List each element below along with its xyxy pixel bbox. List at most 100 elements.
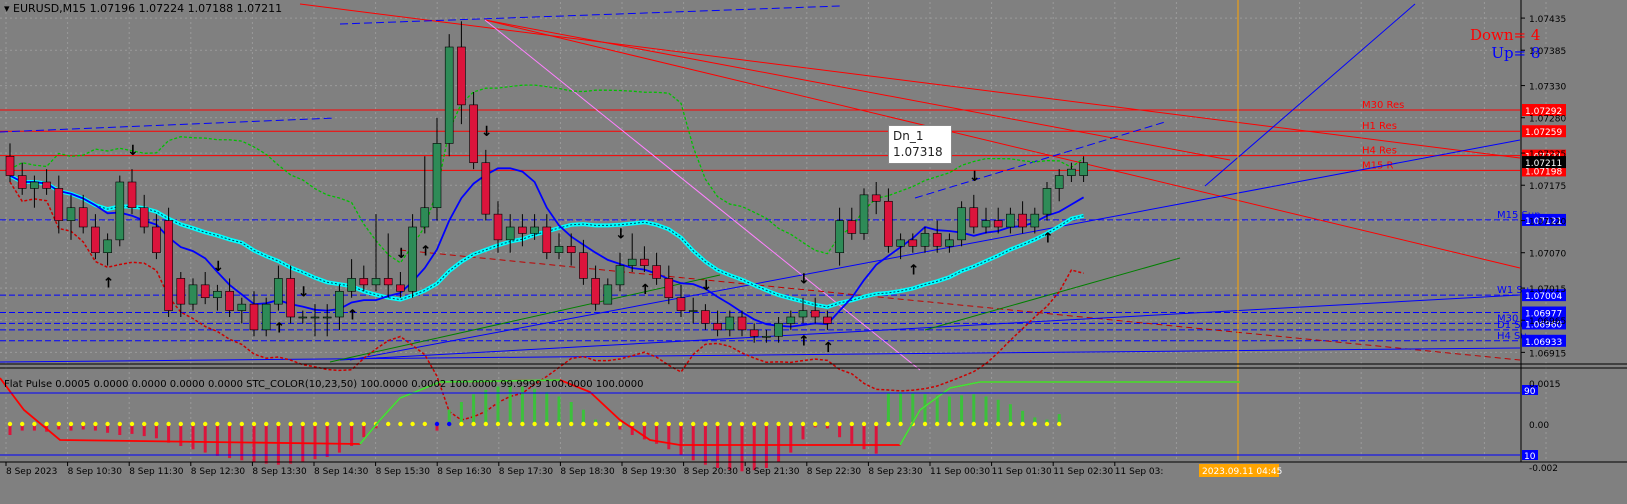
object-tooltip: Dn_1 1.07318 xyxy=(888,125,952,164)
signal-dot xyxy=(227,421,232,427)
histogram-bar xyxy=(179,424,183,446)
histogram-bar xyxy=(838,424,842,438)
candle-body xyxy=(139,207,149,228)
level-price-tag xyxy=(1522,104,1566,116)
signal-dot xyxy=(874,421,879,427)
signal-dot xyxy=(300,421,305,427)
candle-body xyxy=(713,323,722,331)
histogram-bar xyxy=(362,424,366,438)
signal-dot xyxy=(166,421,171,427)
time-tick-label: 8 Sep 16:30 xyxy=(437,467,492,477)
level-price-tag xyxy=(1522,125,1566,138)
candle-body xyxy=(457,46,466,106)
candle-body xyxy=(30,181,39,189)
histogram-bar xyxy=(581,409,585,424)
time-tick-label: 8 Sep 11:30 xyxy=(129,467,184,477)
trend-line-red xyxy=(484,19,1521,269)
price-tick-label: 1.07225 xyxy=(1529,150,1566,160)
histogram-bar xyxy=(886,393,890,424)
signal-dot xyxy=(739,421,745,427)
price-tick-label: 1.07120 xyxy=(1529,218,1566,228)
candle-body xyxy=(286,278,295,318)
histogram-bar xyxy=(8,424,12,435)
histogram-bar xyxy=(947,396,951,424)
stc-level-tag xyxy=(1522,385,1538,395)
histogram-bar xyxy=(32,424,36,431)
histogram-bar xyxy=(313,424,317,460)
histogram-bar xyxy=(57,424,61,430)
candle-body xyxy=(1079,162,1088,176)
histogram-bar xyxy=(1045,419,1049,424)
signal-dot xyxy=(1057,421,1062,427)
time-tick-label: 8 Sep 13:30 xyxy=(252,467,307,477)
trend-line-pink xyxy=(484,19,921,371)
signal-dot xyxy=(264,421,269,427)
signal-dot xyxy=(190,421,196,427)
signal-dot xyxy=(251,421,257,427)
histogram-bar xyxy=(899,392,903,424)
time-tick-label: 8 Sep 21:30 xyxy=(745,467,800,477)
histogram-bar xyxy=(960,395,964,424)
time-tick-label: 8 Sep 17:30 xyxy=(499,467,554,477)
candle-body xyxy=(5,155,15,176)
trend-line-blue xyxy=(0,347,1521,363)
histogram-bar xyxy=(923,394,927,424)
signal-dot xyxy=(483,421,488,427)
candle-body xyxy=(908,239,918,247)
signal-dot xyxy=(849,421,854,427)
time-tick-label: 11 Sep 01:30 xyxy=(992,467,1052,477)
price-tick-label: 1.07015 xyxy=(1529,285,1566,295)
signal-dot xyxy=(898,421,903,427)
candle-body xyxy=(969,207,979,228)
signal-dot xyxy=(337,421,342,427)
signal-dot xyxy=(959,421,964,427)
candle-body xyxy=(1030,213,1040,228)
signal-dot xyxy=(752,421,757,427)
signal-dot xyxy=(935,421,940,427)
histogram-bar xyxy=(996,399,1000,424)
signal-dot xyxy=(837,421,842,427)
up-arrow-icon: ↑ xyxy=(908,263,920,279)
price-tick-label: 1.06965 xyxy=(1529,317,1566,327)
histogram-bar xyxy=(520,386,524,424)
candle-body xyxy=(335,290,344,318)
histogram-bar xyxy=(533,388,537,424)
symbol-label: EURUSD,M15 xyxy=(13,2,87,15)
signal-dot xyxy=(325,421,330,427)
signal-dot xyxy=(386,421,391,427)
candle-body xyxy=(652,265,661,279)
signal-dot xyxy=(678,421,684,427)
indicator-header: Flat Pulse 0.0005 0.0000 0.0000 0.0000 0… xyxy=(4,379,644,390)
indicator-tick-label: 0.0015 xyxy=(1529,380,1561,390)
histogram-bar xyxy=(276,424,280,465)
histogram-bar xyxy=(1008,404,1012,424)
histogram-bar xyxy=(655,424,659,444)
histogram-bar xyxy=(350,424,354,446)
histogram-bar xyxy=(642,424,646,440)
histogram-bar xyxy=(337,424,341,453)
signal-dot xyxy=(691,421,696,427)
level-label: H4 Res xyxy=(1362,146,1397,157)
signal-dot xyxy=(349,421,354,427)
histogram-bar xyxy=(264,424,268,464)
candle-body xyxy=(383,278,393,286)
candle-body xyxy=(725,316,735,331)
level-price-tag-text: 1.07004 xyxy=(1525,292,1562,302)
candle-body xyxy=(481,162,491,215)
level-price-tag xyxy=(1522,317,1566,330)
signal-dot xyxy=(32,421,37,427)
histogram-bar xyxy=(508,385,512,424)
histogram-bar xyxy=(325,424,329,457)
candle-body xyxy=(17,175,27,189)
down-arrow-icon: ↓ xyxy=(969,169,981,185)
down-arrow-icon: ↓ xyxy=(298,285,310,301)
candle-body xyxy=(444,46,454,144)
level-label: M30 Res xyxy=(1362,100,1404,111)
signal-dot xyxy=(361,421,366,427)
signal-dot xyxy=(556,421,562,427)
collapse-triangle-icon[interactable]: ▾ xyxy=(4,2,10,15)
candle-body xyxy=(213,290,222,299)
level-label: M15 R xyxy=(1362,160,1394,171)
level-price-tag-text: 1.06933 xyxy=(1525,338,1562,348)
